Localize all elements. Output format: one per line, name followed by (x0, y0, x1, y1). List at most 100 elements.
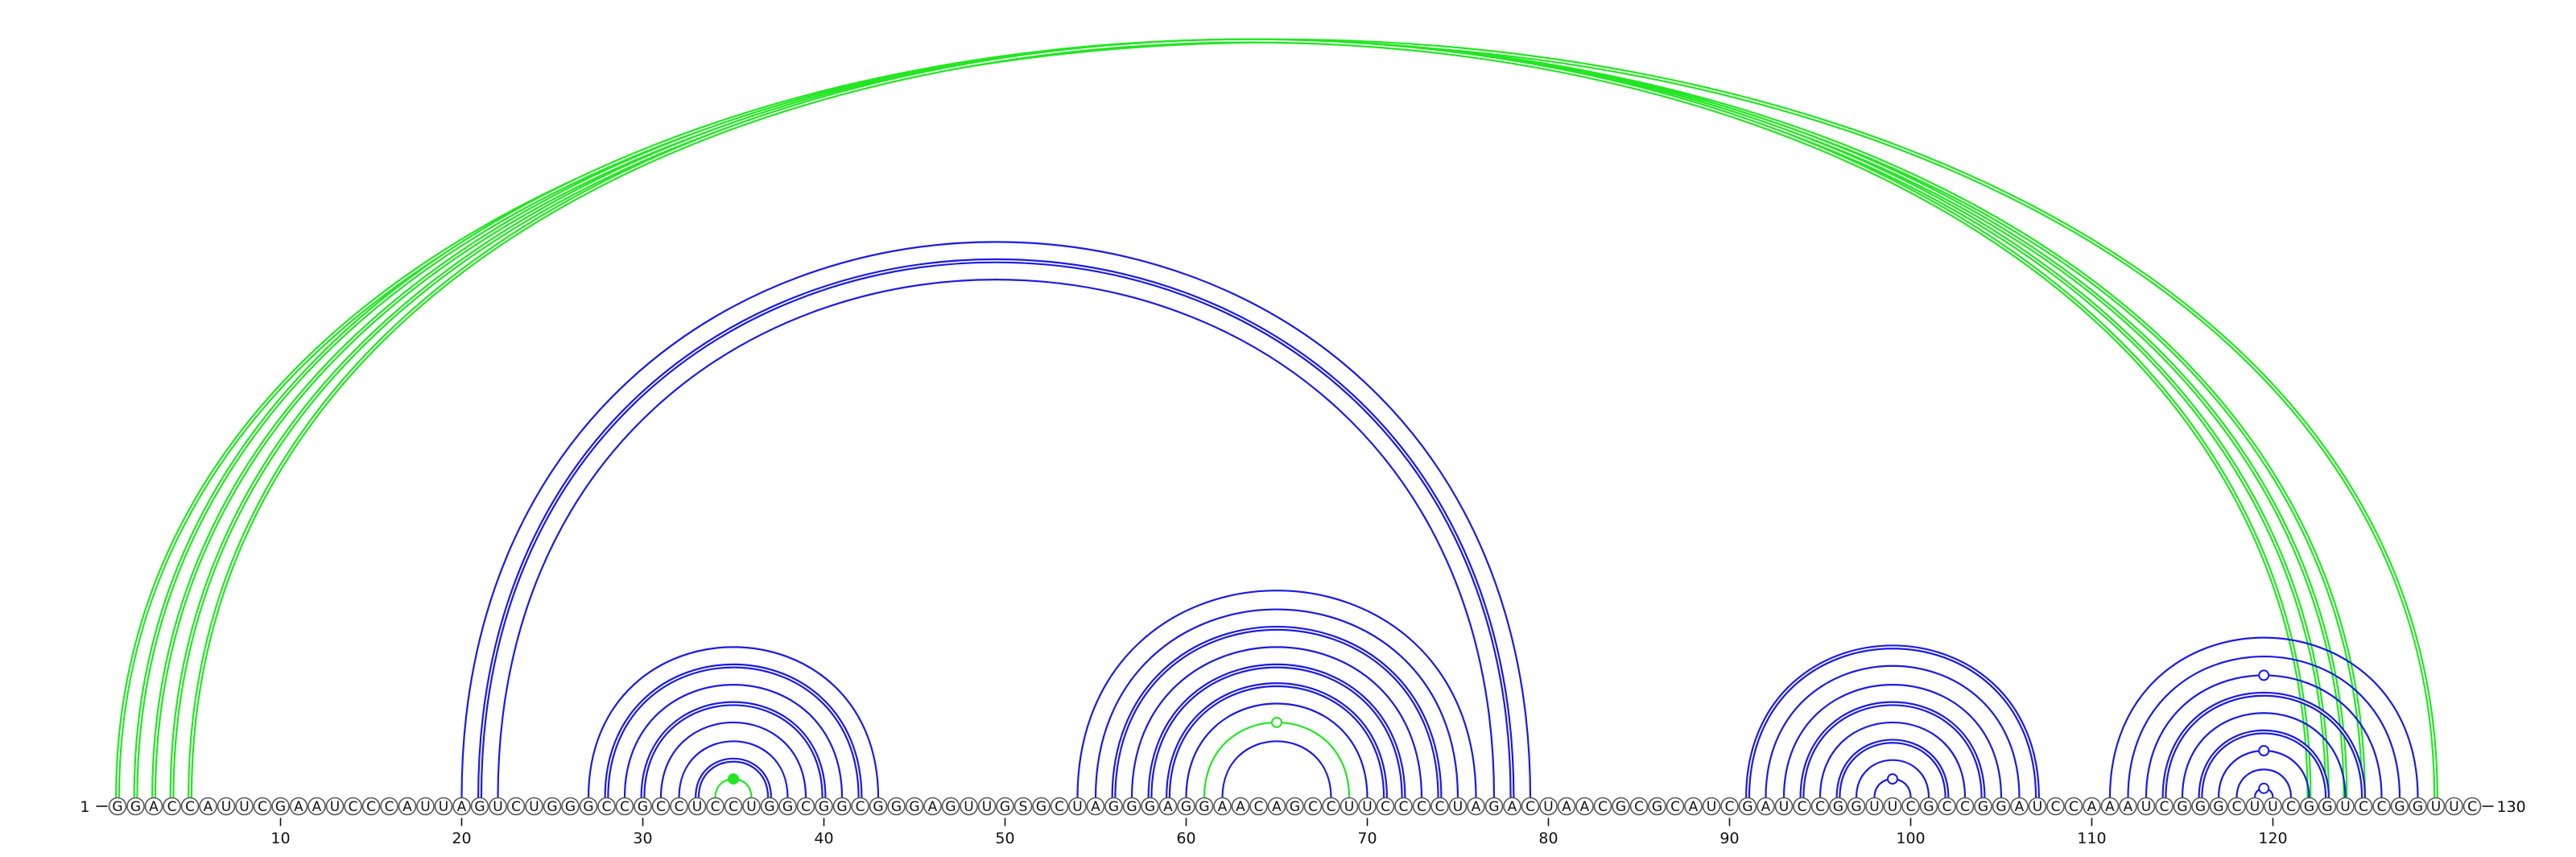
svg-text:G: G (2213, 799, 2223, 815)
nucleotide: C (380, 797, 398, 816)
arc-gap (153, 40, 2347, 798)
svg-text:G: G (1996, 799, 2006, 815)
svg-text:A: A (1580, 799, 1590, 815)
position-ticks: 10 20 30 40 50 60 70 80 90 100 110 120 (270, 818, 2288, 847)
position-tick: 60 (1176, 818, 1196, 847)
svg-text:G: G (819, 799, 829, 815)
nucleotide: C (796, 797, 815, 816)
base-pair-arc (678, 740, 789, 798)
svg-text:G: G (1181, 799, 1191, 815)
position-tick: 70 (1357, 818, 1377, 847)
arc-gap (171, 39, 2328, 798)
nucleotide: C (724, 797, 743, 816)
svg-text:G: G (1616, 799, 1626, 815)
base-pair-arc (2217, 745, 2310, 798)
base-pair-arc (1782, 684, 2003, 798)
arc-gap (1837, 740, 1948, 798)
base-pair-arc (1799, 701, 1986, 798)
base-pair-arc (1147, 663, 1406, 798)
nucleotide: U (217, 797, 236, 816)
svg-text:C: C (856, 799, 865, 815)
svg-text:U: U (439, 799, 448, 815)
nucleotide: A (1503, 797, 1521, 816)
nucleotide: G (1032, 797, 1051, 816)
svg-text:U: U (1543, 799, 1553, 815)
nucleotide: C (506, 797, 526, 816)
svg-text:C: C (711, 799, 720, 815)
svg-text:A: A (1472, 799, 1481, 815)
svg-text:U: U (529, 799, 539, 815)
svg-text:G: G (2322, 799, 2332, 815)
nucleotide: U (489, 797, 507, 816)
arc-gap (1747, 646, 2038, 798)
svg-text:U: U (1888, 799, 1897, 815)
nucleotide: A (2010, 797, 2029, 816)
nucleotide: A (1557, 797, 1576, 816)
nucleotide: U (325, 797, 345, 816)
nucleotide: G (1612, 797, 1630, 816)
nucleotide: A (2083, 797, 2101, 816)
nucleotide: C (2281, 797, 2301, 816)
svg-text:C: C (656, 799, 666, 815)
arc-stroke (659, 722, 807, 798)
svg-text:U: U (746, 799, 756, 815)
nucleotide: G (1919, 797, 1938, 816)
svg-text:A: A (1163, 799, 1173, 815)
nucleotide: G (941, 797, 960, 816)
svg-text:C: C (2467, 799, 2477, 815)
nucleotide: U (1883, 797, 1902, 816)
svg-text:C: C (1598, 799, 1608, 815)
arc-gap (2199, 731, 2328, 798)
base-pair-arc (1185, 702, 1368, 798)
arc-gap (696, 760, 770, 798)
nucleotide: C (1629, 797, 1649, 816)
svg-text:C: C (167, 799, 177, 815)
arc-gap (189, 39, 2310, 798)
nucleotide: C (1901, 797, 1920, 816)
nucleotide: C (1938, 797, 1956, 816)
svg-text:U: U (1453, 799, 1463, 815)
base-pair-arc (1765, 664, 2021, 798)
svg-text:G: G (2177, 799, 2187, 815)
nucleotide: G (1829, 797, 1847, 816)
nucleotide: G (470, 797, 489, 816)
nucleotide: U (1702, 797, 1721, 816)
svg-text:C: C (2232, 799, 2242, 815)
svg-text:C: C (801, 799, 811, 815)
position-tick: 120 (2258, 818, 2288, 847)
svg-text:C: C (2051, 799, 2061, 815)
nucleotide: C (2354, 797, 2373, 816)
svg-text:U: U (1072, 799, 1082, 815)
svg-text:110: 110 (2077, 830, 2106, 847)
svg-text:U: U (982, 799, 992, 815)
nucleotide: G (760, 797, 779, 816)
svg-text:A: A (1508, 799, 1517, 815)
nucleotide: G (1992, 797, 2011, 816)
svg-text:C: C (1906, 799, 1916, 815)
nucleotide: C (1593, 797, 1612, 816)
svg-text:G: G (909, 799, 919, 815)
nucleotide: C (651, 797, 671, 816)
arc-gap (1149, 664, 1405, 798)
nucleotide: G (561, 797, 580, 816)
nucleotide: G (1738, 797, 1757, 816)
svg-text:30: 30 (633, 830, 652, 847)
position-tick: 90 (1719, 818, 1740, 847)
nucleotide: C (253, 797, 272, 816)
svg-text:A: A (149, 799, 159, 815)
arc-marker (2258, 782, 2270, 794)
arc-gap (1801, 702, 1984, 798)
nucleotide: U (1539, 797, 1558, 816)
nucleotide: C (1955, 797, 1975, 816)
nucleotide: U (2136, 797, 2156, 816)
nucleotide: C (670, 797, 688, 816)
nucleotide: G (1847, 797, 1866, 816)
svg-text:C: C (1942, 799, 1952, 815)
svg-text:U: U (1362, 799, 1372, 815)
base-pair-arc (1835, 739, 1950, 798)
arc-stroke (623, 684, 844, 798)
svg-text:G: G (2394, 799, 2405, 815)
base-pair-arc (695, 757, 772, 798)
svg-text:U: U (493, 799, 502, 815)
